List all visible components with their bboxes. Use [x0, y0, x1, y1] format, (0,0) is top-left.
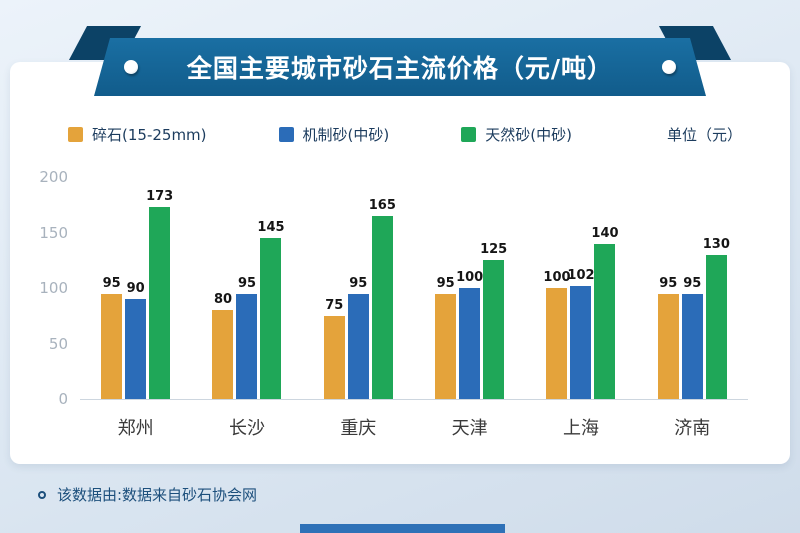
plot-area: 0 50 100 150 200 95 90 173 80 95 145 75 95 165 95 100 12…	[39, 168, 748, 408]
bar: 95	[236, 276, 258, 399]
bar: 100	[456, 270, 483, 399]
bar: 125	[480, 242, 507, 399]
bar: 95	[681, 276, 703, 399]
bar-value-label: 95	[102, 275, 121, 291]
y-axis-label: 50	[48, 334, 68, 353]
bar-value-label: 140	[591, 225, 619, 241]
bar-value-label: 80	[213, 292, 233, 308]
bottom-strip	[300, 524, 505, 533]
bar-value-label: 130	[702, 236, 730, 252]
bar-value-label: 95	[436, 275, 455, 291]
x-axis-label: 上海	[562, 418, 599, 439]
bar-value-label: 95	[349, 275, 368, 291]
y-axis-label: 150	[39, 223, 68, 242]
y-axis-label: 100	[39, 279, 68, 297]
bar: 173	[146, 189, 173, 399]
bar-value-label: 125	[480, 242, 508, 258]
bar-group: 100 102 140	[525, 226, 636, 399]
legend-label: 碎石(15-25mm)	[92, 126, 207, 144]
bar: 145	[257, 220, 285, 399]
bar: 75	[323, 298, 345, 399]
y-axis-label: 200	[39, 168, 68, 186]
bar: 95	[347, 276, 369, 399]
bar-value-label: 95	[683, 275, 702, 291]
legend-item: 天然砂(中砂)	[461, 124, 572, 145]
pin-icon	[124, 60, 138, 74]
footer-text: 该数据由:数据来自砂石协会网	[57, 486, 258, 504]
x-axis-label: 重庆	[340, 418, 377, 439]
title-ribbon: 全国主要城市砂石主流价格（元/吨）	[94, 38, 706, 96]
bar: 80	[212, 292, 234, 399]
bar-group: 95 90 173	[80, 189, 191, 399]
bar: 95	[435, 276, 457, 399]
pin-icon	[662, 60, 676, 74]
bar-group: 95 95 130	[637, 237, 748, 399]
legend: 碎石(15-25mm) 机制砂(中砂) 天然砂(中砂)	[68, 124, 572, 145]
bar-group: 80 95 145	[191, 220, 302, 399]
bar-value-label: 165	[368, 197, 396, 213]
bar: 140	[591, 226, 619, 399]
bar: 165	[369, 198, 396, 399]
bar-value-label: 100	[456, 270, 484, 285]
legend-row: 碎石(15-25mm) 机制砂(中砂) 天然砂(中砂) 单位（元）	[68, 124, 742, 145]
bar: 130	[703, 237, 730, 399]
bar-groups: 95 90 173 80 95 145 75 95 165 95 100 125 100 102 140 95…	[80, 178, 748, 399]
bar: 102	[567, 268, 595, 399]
bar: 90	[125, 281, 147, 399]
bar-value-label: 145	[257, 220, 285, 236]
legend-label: 机制砂(中砂)	[302, 126, 390, 144]
circle-bullet-icon	[38, 490, 46, 499]
page-title: 全国主要城市砂石主流价格（元/吨）	[186, 54, 614, 83]
unit-label: 单位（元）	[666, 126, 742, 144]
bar-value-label: 95	[237, 275, 257, 291]
bar-group: 75 95 165	[303, 198, 414, 399]
x-axis-label: 济南	[674, 418, 711, 439]
bar-group: 95 100 125	[414, 242, 525, 399]
bar-value-label: 75	[325, 297, 344, 313]
x-axis-label: 郑州	[117, 418, 154, 439]
bar-value-label: 102	[567, 267, 595, 283]
legend-swatch	[278, 127, 294, 142]
legend-swatch	[68, 127, 83, 142]
legend-swatch	[461, 127, 477, 142]
footer-note: 该数据由:数据来自砂石协会网	[38, 484, 257, 505]
bar: 95	[101, 276, 123, 399]
bar: 95	[657, 276, 679, 399]
legend-item: 机制砂(中砂)	[278, 124, 390, 145]
bar-value-label: 100	[543, 270, 571, 285]
y-axis-label: 0	[58, 390, 68, 408]
bar: 100	[543, 270, 571, 399]
bar-value-label: 95	[659, 275, 678, 291]
bar-value-label: 90	[126, 281, 145, 297]
bar-value-label: 173	[146, 188, 174, 204]
x-axis-label: 长沙	[228, 418, 265, 439]
legend-item: 碎石(15-25mm)	[68, 124, 207, 145]
x-axis-label: 天津	[451, 418, 488, 439]
chart-card: 碎石(15-25mm) 机制砂(中砂) 天然砂(中砂) 单位（元） 0 50 100 15…	[10, 62, 790, 464]
x-axis: 郑州 长沙 重庆 天津 上海 济南	[80, 414, 748, 440]
legend-label: 天然砂(中砂)	[485, 126, 572, 144]
